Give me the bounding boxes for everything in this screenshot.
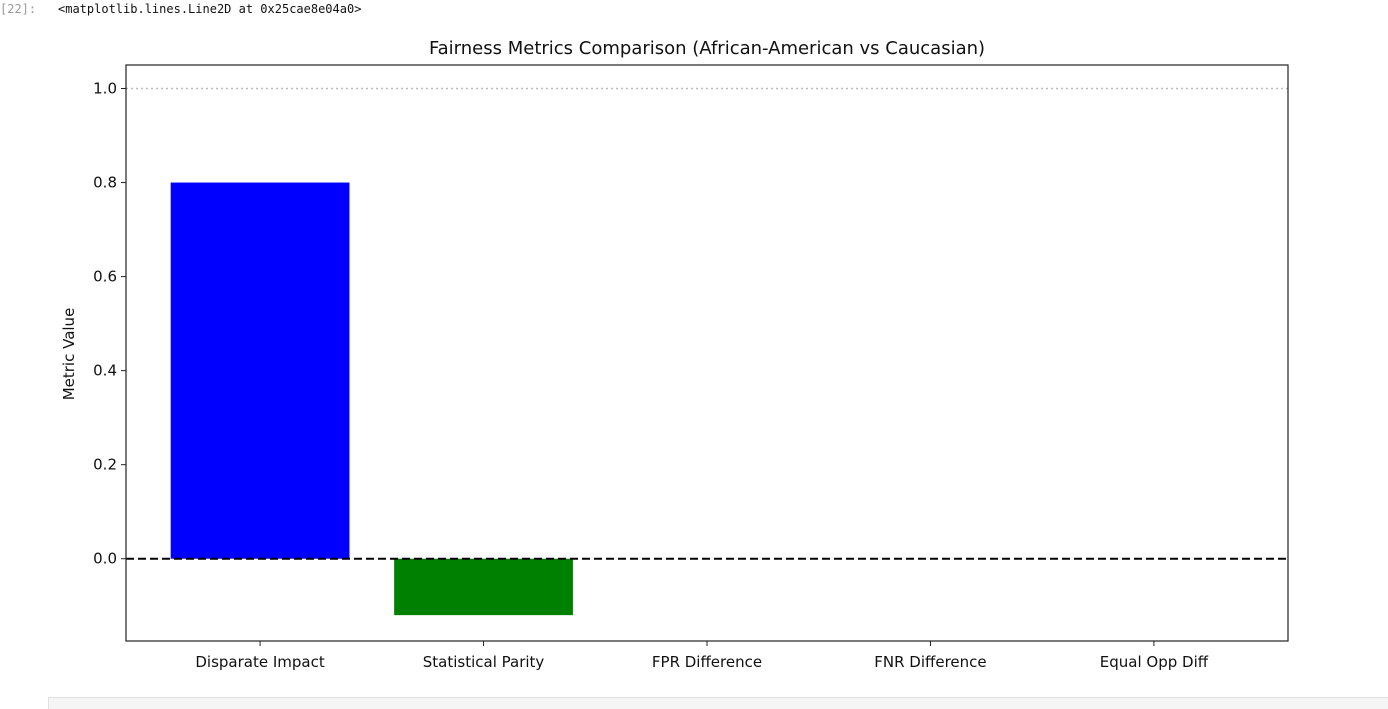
bar-statistical-parity	[394, 558, 573, 616]
plot-area: 0.0 0.2 0.4 0.6 0.8 1.0 Disparate Impact Statis…	[93, 64, 1289, 671]
y-axis-label: Metric Value	[60, 308, 78, 401]
y-tick-label: 0.2	[93, 456, 117, 474]
cell-prompt: [22]:	[0, 2, 37, 16]
next-code-cell[interactable]	[48, 697, 1388, 709]
y-tick-label: 0.0	[93, 550, 117, 568]
bar-disparate-impact	[170, 182, 350, 559]
x-tick-label: Statistical Parity	[423, 653, 545, 671]
y-tick-label: 0.8	[93, 174, 117, 192]
x-tick-label: Equal Opp Diff	[1100, 653, 1209, 671]
y-tick-label: 0.4	[93, 362, 117, 380]
y-tick-label: 1.0	[93, 80, 117, 98]
x-tick-label: FNR Difference	[874, 653, 986, 671]
x-tick-label: Disparate Impact	[195, 653, 324, 671]
y-tick-label: 0.6	[93, 268, 117, 286]
cell-output-repr: <matplotlib.lines.Line2D at 0x25cae8e04a…	[58, 2, 362, 16]
x-tick-label: FPR Difference	[652, 653, 762, 671]
chart-title: Fairness Metrics Comparison (African-Ame…	[429, 38, 985, 59]
